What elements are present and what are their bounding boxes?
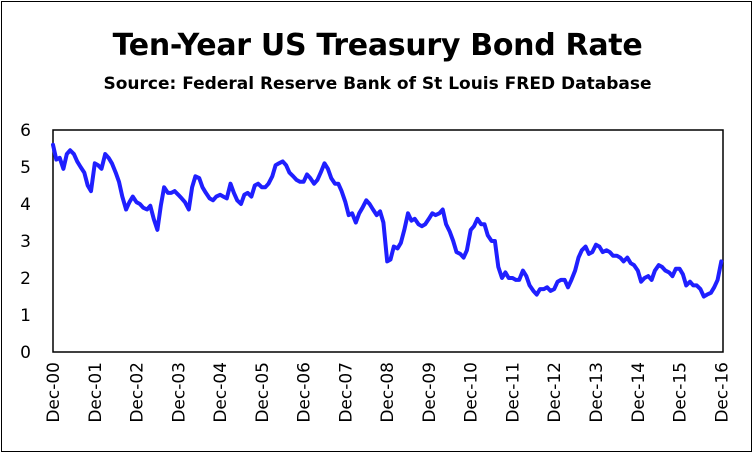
x-tick-label: Dec-01 — [86, 362, 106, 423]
y-tick-label: 4 — [20, 195, 31, 215]
chart-title: Ten-Year US Treasury Bond Rate — [112, 28, 643, 63]
chart-subtitle: Source: Federal Reserve Bank of St Louis… — [103, 74, 652, 94]
x-tick-label: Dec-12 — [545, 362, 565, 423]
plot-area — [52, 129, 724, 353]
y-tick-label: 6 — [20, 121, 31, 141]
y-tick-label: 2 — [20, 269, 31, 289]
x-tick-label: Dec-15 — [671, 362, 691, 423]
x-tick-label: Dec-09 — [420, 362, 440, 423]
x-tick-label: Dec-16 — [712, 362, 732, 423]
x-tick-label: Dec-03 — [169, 362, 189, 423]
x-tick-label: Dec-14 — [629, 362, 649, 423]
x-tick-label: Dec-05 — [253, 362, 273, 423]
y-tick-label: 3 — [20, 232, 31, 252]
x-tick-label: Dec-10 — [462, 362, 482, 423]
y-tick-label: 0 — [20, 343, 31, 363]
x-tick-label: Dec-08 — [378, 362, 398, 423]
x-tick-label: Dec-04 — [211, 362, 231, 423]
y-tick-label: 5 — [20, 158, 31, 178]
x-tick-label: Dec-13 — [587, 362, 607, 423]
x-tick-label: Dec-02 — [128, 362, 148, 423]
x-axis: Dec-00 Dec-01 Dec-02 Dec-03 Dec-04 Dec-05 Dec-… — [44, 362, 732, 423]
series-group — [51, 142, 724, 299]
y-axis: 0 1 2 3 4 5 6 — [20, 121, 31, 363]
series-line — [51, 142, 724, 299]
y-tick-label: 1 — [20, 306, 31, 326]
x-tick-label: Dec-06 — [295, 362, 315, 423]
x-tick-label: Dec-07 — [336, 362, 356, 423]
x-tick-label: Dec-00 — [44, 362, 64, 423]
x-tick-label: Dec-11 — [503, 362, 523, 423]
